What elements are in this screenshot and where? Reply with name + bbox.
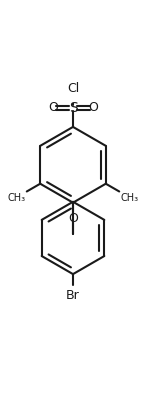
Text: CH₃: CH₃ bbox=[120, 193, 138, 203]
Text: O: O bbox=[48, 102, 58, 115]
Text: CH₃: CH₃ bbox=[8, 193, 26, 203]
Text: Br: Br bbox=[66, 289, 80, 302]
Text: O: O bbox=[88, 102, 98, 115]
Text: Cl: Cl bbox=[67, 82, 79, 95]
Text: S: S bbox=[69, 101, 77, 115]
Text: O: O bbox=[68, 212, 78, 225]
